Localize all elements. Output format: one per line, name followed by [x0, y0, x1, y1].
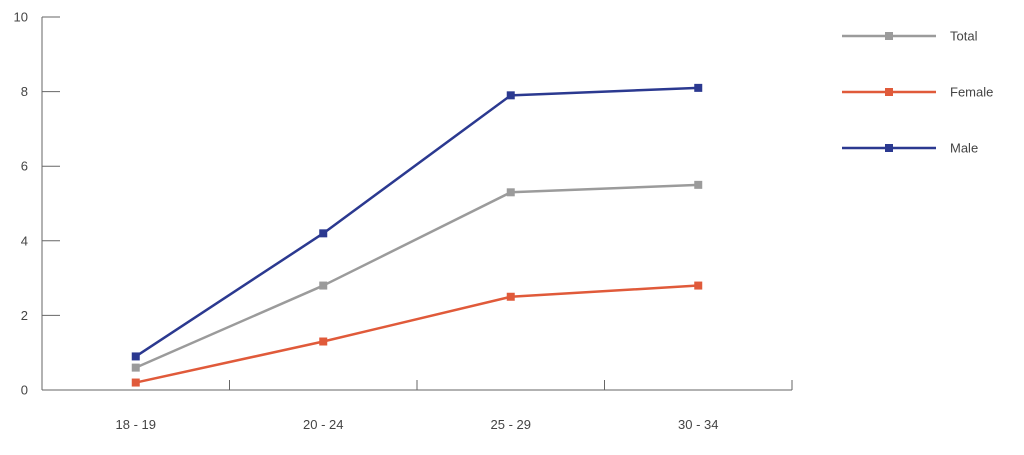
data-point-female	[506, 292, 515, 301]
x-axis: 18 - 19 20 - 24 25 - 29 30 - 34	[42, 380, 793, 432]
data-point-total	[506, 188, 515, 197]
data-point-male	[131, 352, 140, 361]
data-point-male	[506, 91, 515, 100]
legend-marker-female	[885, 88, 893, 96]
data-point-total	[131, 363, 140, 372]
y-tick-label: 6	[21, 159, 28, 174]
legend-label-total: Total	[950, 29, 978, 44]
data-point-male	[319, 229, 328, 238]
x-tick-label: 20 - 24	[303, 417, 343, 432]
legend-marker-total	[885, 32, 893, 40]
y-tick-label: 0	[21, 383, 28, 398]
legend-item-male: Male	[842, 141, 978, 156]
data-point-male	[694, 83, 703, 92]
y-axis: 0 2 4 6 8 10	[14, 10, 60, 398]
x-tick-label: 25 - 29	[491, 417, 531, 432]
series-line-male	[135, 86, 699, 358]
legend-item-total: Total	[842, 29, 978, 44]
series-line-total	[135, 183, 699, 369]
legend-label-male: Male	[950, 141, 978, 156]
legend-item-female: Female	[842, 85, 993, 100]
series-line-female	[135, 284, 699, 384]
legend-marker-male	[885, 144, 893, 152]
data-point-female	[694, 281, 703, 290]
y-tick-label: 8	[21, 84, 28, 99]
y-tick-label: 2	[21, 308, 28, 323]
data-point-female	[131, 378, 140, 387]
x-tick-label: 18 - 19	[116, 417, 156, 432]
data-point-female	[319, 337, 328, 346]
legend: Total Female Male	[842, 29, 993, 156]
x-tick-label: 30 - 34	[678, 417, 718, 432]
y-tick-label: 4	[21, 233, 28, 248]
data-point-total	[319, 281, 328, 290]
legend-label-female: Female	[950, 85, 993, 100]
series-layer	[131, 83, 703, 387]
y-tick-label: 10	[14, 10, 28, 25]
data-point-total	[694, 180, 703, 189]
